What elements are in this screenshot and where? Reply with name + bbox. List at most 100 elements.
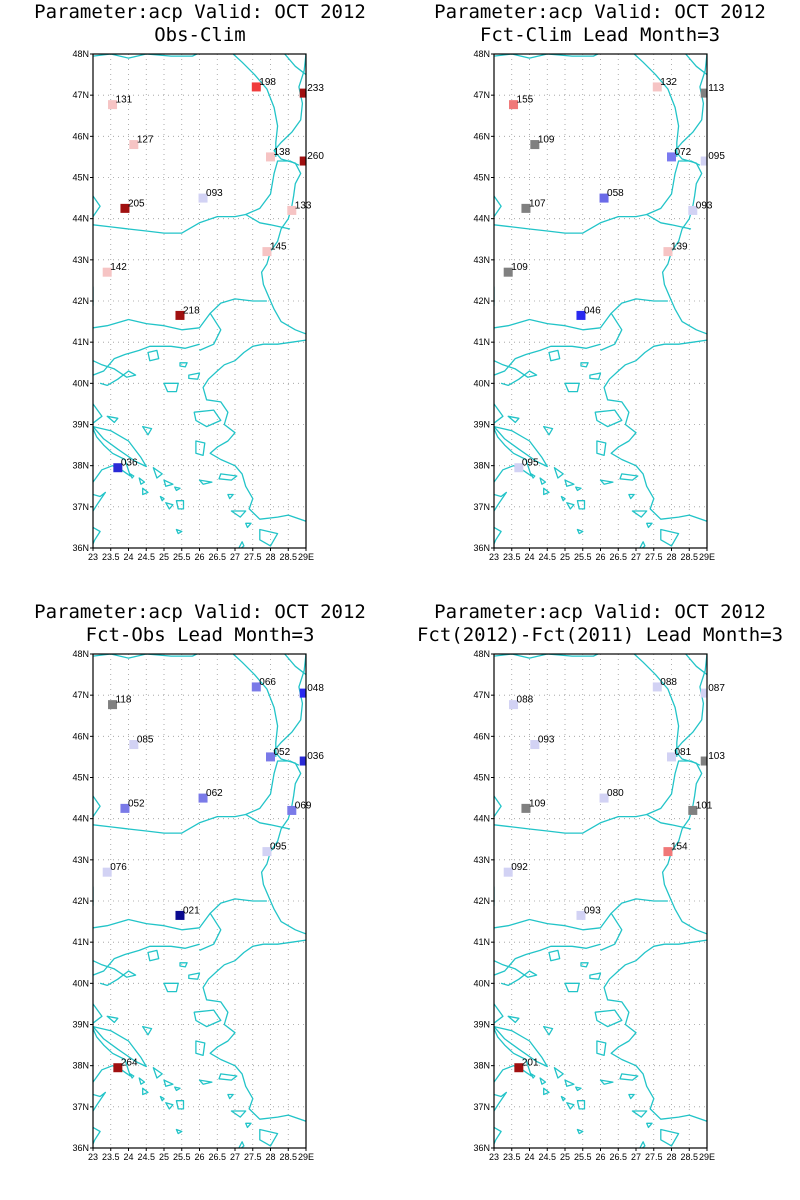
station-label: 072 bbox=[675, 147, 692, 158]
station-label: 138 bbox=[274, 147, 291, 158]
map-frame bbox=[92, 53, 307, 549]
coastline bbox=[232, 54, 279, 157]
station-label: 109 bbox=[529, 798, 546, 809]
station-label: 069 bbox=[295, 800, 312, 811]
panel-subtitle: Fct-Obs Lead Month=3 bbox=[86, 624, 315, 646]
station-label: 142 bbox=[110, 262, 127, 273]
coastline bbox=[199, 912, 222, 951]
island bbox=[152, 1067, 163, 1079]
island bbox=[530, 473, 536, 479]
station-label: 093 bbox=[538, 735, 555, 746]
island bbox=[660, 1128, 680, 1147]
station-label: 260 bbox=[307, 151, 324, 162]
coastline bbox=[494, 1091, 508, 1112]
station-label: 201 bbox=[522, 1058, 539, 1069]
island bbox=[494, 1025, 548, 1068]
station-label: 085 bbox=[137, 735, 154, 746]
island bbox=[129, 473, 135, 479]
coastline bbox=[93, 795, 101, 817]
lat-tick-label: 41N bbox=[72, 937, 89, 947]
island bbox=[548, 949, 561, 962]
lon-tick-label: 28.5 bbox=[680, 552, 698, 562]
island bbox=[639, 541, 646, 548]
lat-tick-label: 42N bbox=[473, 896, 490, 906]
station-label: 233 bbox=[307, 83, 324, 94]
lat-tick-label: 39N bbox=[473, 1020, 490, 1030]
island bbox=[227, 493, 234, 500]
station-marker bbox=[299, 156, 306, 166]
station-marker bbox=[113, 1063, 123, 1073]
lat-tick-label: 36N bbox=[473, 543, 490, 553]
station-marker bbox=[509, 100, 519, 110]
coastline bbox=[661, 654, 707, 935]
station-label: 093 bbox=[206, 188, 223, 199]
coastline bbox=[633, 654, 680, 757]
island bbox=[159, 1095, 165, 1102]
coastline bbox=[93, 943, 200, 976]
lon-tick-label: 23 bbox=[88, 552, 98, 562]
coastline bbox=[494, 1126, 502, 1145]
coastline bbox=[494, 960, 538, 987]
lon-tick-label: 27.5 bbox=[645, 552, 663, 562]
island bbox=[560, 495, 566, 502]
island bbox=[165, 1102, 174, 1110]
station-marker bbox=[514, 1063, 524, 1073]
lon-tick-label: 28 bbox=[666, 552, 676, 562]
station-label: 048 bbox=[307, 683, 324, 694]
station-marker bbox=[530, 140, 540, 150]
station-label: 101 bbox=[696, 800, 713, 811]
island bbox=[163, 982, 179, 993]
island bbox=[596, 1040, 607, 1057]
lat-tick-label: 37N bbox=[473, 502, 490, 512]
island bbox=[566, 502, 575, 510]
lon-tick-label: 28.5 bbox=[279, 1152, 297, 1162]
station-marker bbox=[503, 867, 513, 877]
coastline bbox=[232, 654, 279, 757]
station-marker bbox=[266, 152, 275, 162]
coastline bbox=[93, 298, 267, 331]
island bbox=[188, 972, 201, 980]
island bbox=[507, 1015, 520, 1024]
lon-tick-label: 25 bbox=[560, 552, 570, 562]
island bbox=[106, 415, 119, 424]
island bbox=[129, 1073, 135, 1079]
coastline bbox=[93, 898, 267, 931]
station-label: 139 bbox=[671, 242, 688, 253]
lat-tick-label: 45N bbox=[72, 173, 89, 183]
station-label: 021 bbox=[183, 905, 200, 916]
coastline bbox=[494, 343, 601, 376]
island bbox=[238, 1141, 245, 1148]
lon-tick-label: 27.5 bbox=[645, 1152, 663, 1162]
station-label: 107 bbox=[529, 198, 546, 209]
lon-tick-label: 27 bbox=[631, 1152, 641, 1162]
coastline bbox=[93, 1126, 101, 1145]
island bbox=[193, 409, 222, 428]
lat-tick-label: 45N bbox=[473, 173, 490, 183]
island bbox=[147, 949, 160, 962]
station-marker bbox=[129, 740, 139, 750]
coastline bbox=[684, 654, 707, 676]
station-label: 062 bbox=[206, 788, 223, 799]
lon-tick-label: 27 bbox=[230, 552, 240, 562]
coastline bbox=[93, 526, 101, 545]
station-marker bbox=[299, 688, 306, 698]
coastline bbox=[93, 1091, 107, 1112]
lat-tick-label: 40N bbox=[72, 978, 89, 988]
panel-subtitle: Fct(2012)-Fct(2011) Lead Month=3 bbox=[417, 624, 783, 646]
island bbox=[580, 362, 589, 368]
coastline bbox=[93, 654, 147, 659]
station-marker bbox=[700, 756, 707, 766]
station-label: 088 bbox=[660, 677, 677, 688]
station-label: 088 bbox=[517, 695, 534, 706]
island bbox=[163, 382, 179, 393]
station-marker bbox=[102, 867, 112, 877]
station-marker bbox=[287, 205, 297, 215]
island bbox=[163, 479, 174, 487]
island bbox=[165, 502, 174, 510]
station-marker bbox=[599, 193, 609, 203]
island bbox=[230, 510, 247, 518]
island bbox=[619, 473, 639, 481]
coastline bbox=[684, 54, 707, 76]
lon-tick-label: 27 bbox=[230, 1152, 240, 1162]
